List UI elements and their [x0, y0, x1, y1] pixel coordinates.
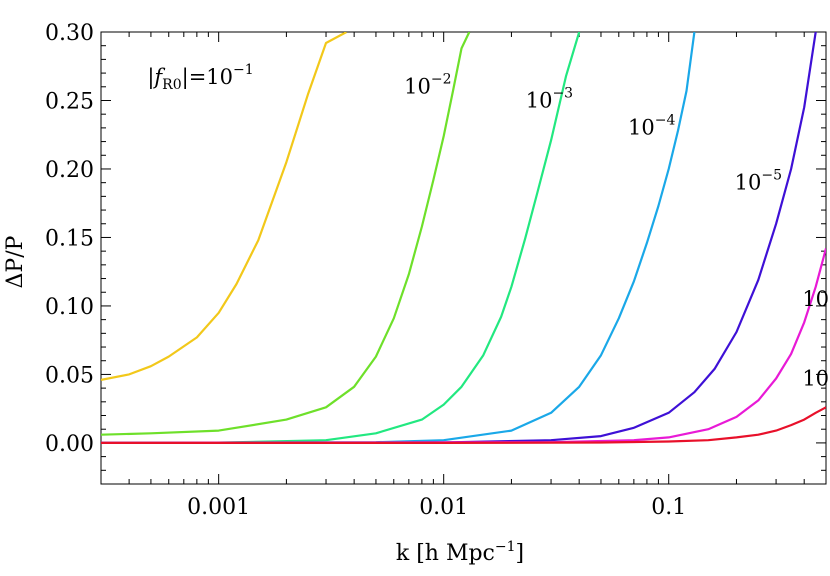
series-line-4: [101, 32, 696, 444]
series-line-3: [101, 32, 581, 444]
x-axis-label: k [h Mpc−1]: [396, 539, 524, 566]
y-tick-label: 0.20: [45, 158, 94, 183]
y-tick-label: 0.05: [45, 363, 94, 388]
series-labels: |fR0|=10−1 10−2 10−3 10−4 10−5 10−6 10−7: [147, 62, 830, 390]
series-line-5: [101, 32, 817, 444]
series-line-6: [101, 248, 826, 444]
x-tick-label: 0.001: [187, 495, 250, 520]
axis-ticks: [100, 31, 827, 485]
x-tick-label: 0.1: [651, 495, 686, 520]
series-label-5: 10−5: [735, 168, 782, 195]
y-tick-label: 0.15: [45, 226, 94, 251]
y-axis-label: ΔP/P: [3, 235, 28, 288]
series-label-7: 10−7: [802, 363, 830, 390]
x-tick-label: 0.01: [419, 495, 468, 520]
plot-frame: [100, 31, 827, 485]
y-tick-label: 0.00: [45, 432, 94, 457]
series-curves: [101, 32, 826, 444]
y-tick-label: 0.30: [45, 21, 94, 46]
y-tick-label: 0.10: [45, 295, 94, 320]
series-line-7: [101, 406, 826, 444]
y-tick-label: 0.25: [45, 89, 94, 114]
series-line-1: [101, 32, 348, 381]
tick-labels: 0.001 0.01 0.1 0.00 0.05 0.10 0.15 0.20 0.25 0.30: [45, 21, 686, 520]
series-label-3: 10−3: [526, 85, 573, 112]
series-line-2: [101, 32, 471, 436]
series-label-1: |fR0|=10−1: [147, 62, 253, 93]
series-label-4: 10−4: [628, 113, 675, 140]
series-label-6: 10−6: [802, 284, 830, 311]
series-label-2: 10−2: [404, 72, 451, 99]
